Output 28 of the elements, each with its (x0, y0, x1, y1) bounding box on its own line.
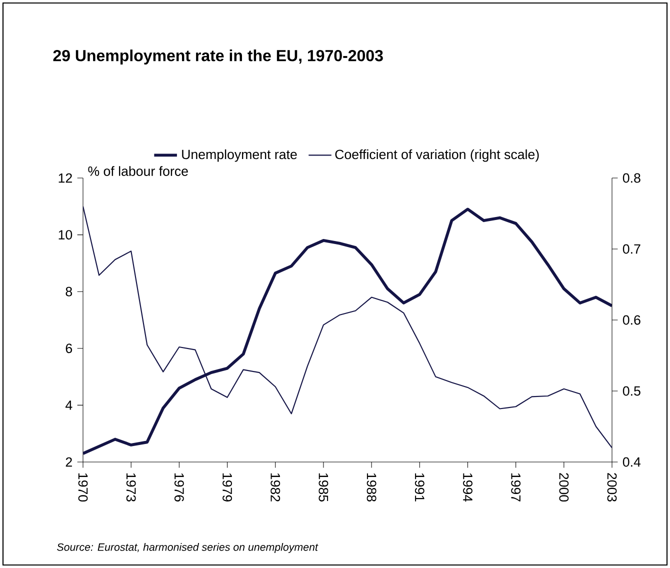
x-tick-label: 1973 (126, 473, 136, 502)
y-axis-title: % of labour force (88, 166, 188, 176)
x-tick-label: 2000 (559, 473, 569, 502)
y2-tick-label: 0.5 (622, 386, 640, 396)
x-tick-label: 1970 (78, 473, 88, 502)
y-tick-label: 6 (66, 344, 72, 354)
y2-tick-label: 0.8 (622, 173, 640, 183)
y-tick-label: 4 (66, 400, 72, 410)
y-tick-label: 2 (66, 457, 72, 467)
legend-label: Coefficient of variation (right scale) (335, 149, 539, 162)
source-note: Source: Eurostat, harmonised series on unemployment (57, 543, 318, 553)
y2-tick-label: 0.7 (622, 244, 640, 254)
y-tick-label: 12 (58, 173, 72, 183)
y2-tick-label: 0.4 (622, 457, 641, 467)
y-tick-label: 10 (58, 230, 72, 240)
chart-title: 29 Unemployment rate in the EU, 1970-2003 (53, 50, 383, 64)
x-tick-label: 1985 (318, 473, 328, 502)
x-tick-label: 2003 (607, 473, 617, 502)
x-tick-label: 1997 (511, 473, 521, 502)
x-tick-label: 1979 (222, 473, 232, 502)
x-tick-label: 1988 (366, 473, 376, 502)
x-tick-label: 1982 (270, 473, 280, 502)
x-tick-label: 1991 (414, 473, 424, 502)
x-tick-label: 1976 (174, 473, 184, 502)
y-tick-label: 8 (66, 286, 72, 296)
y2-tick-label: 0.6 (622, 315, 640, 325)
legend-label: Unemployment rate (182, 149, 297, 162)
x-tick-label: 1994 (463, 473, 472, 502)
